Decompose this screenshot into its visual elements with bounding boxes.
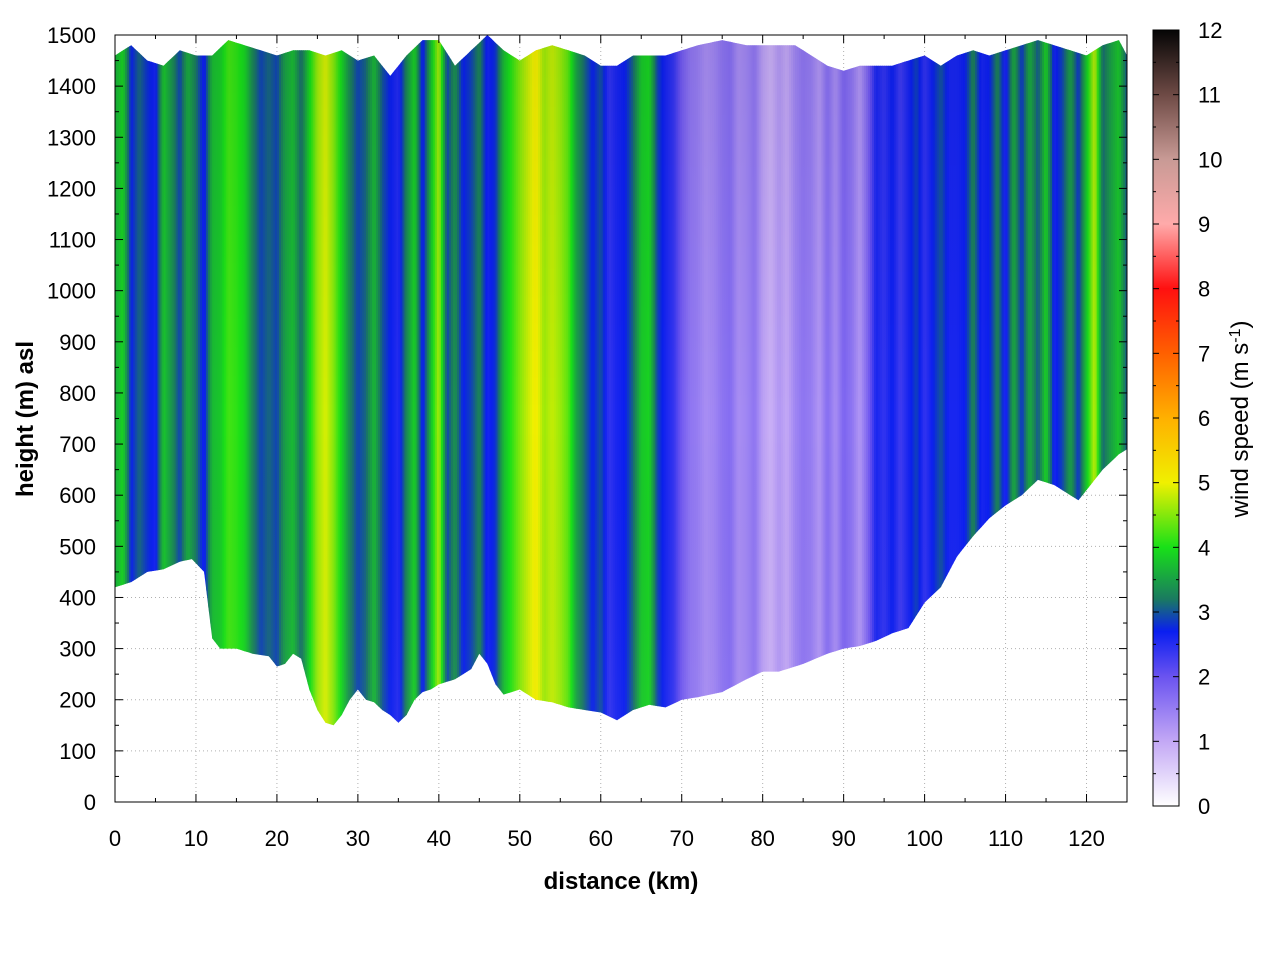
colorbar-label-main: wind speed (m s: [1227, 343, 1254, 519]
x-tick-label: 100: [906, 826, 943, 851]
colorbar-tick-label: 2: [1198, 665, 1210, 690]
colorbar-tick-label: 5: [1198, 471, 1210, 496]
colorbar-tick-label: 12: [1198, 18, 1222, 43]
x-tick-label: 70: [669, 826, 693, 851]
y-tick-label: 100: [59, 739, 96, 764]
wind-field-shading: [115, 35, 1127, 726]
y-tick-label: 0: [84, 790, 96, 815]
colorbar-tick-label: 4: [1198, 535, 1210, 560]
y-tick-label: 300: [59, 637, 96, 662]
y-tick-label: 1500: [47, 23, 96, 48]
colorbar-tick-label: 11: [1198, 83, 1221, 108]
y-tick-label: 600: [59, 483, 96, 508]
colorbar-tick-label: 3: [1198, 600, 1210, 625]
y-tick-label: 1200: [47, 176, 96, 201]
y-tick-label: 200: [59, 688, 96, 713]
y-axis: 0 100 200 300 400 500 600 700 800 900 1000 1100 1200…: [47, 23, 1127, 815]
x-tick-label: 50: [508, 826, 532, 851]
y-tick-label: 1000: [47, 279, 96, 304]
x-tick-label: 0: [109, 826, 121, 851]
x-axis: 0 10 20 30 40 50 60 70 80 90 100 110 120: [109, 35, 1105, 851]
y-tick-label: 1300: [47, 125, 96, 150]
y-tick-label: 900: [59, 330, 96, 355]
colorbar-tick-label: 7: [1198, 341, 1210, 366]
y-axis-label: height (m) asl: [12, 341, 39, 497]
colorbar-tick-label: 10: [1198, 147, 1222, 172]
colorbar-tick-label: 8: [1198, 277, 1210, 302]
colorbar-tick-label: 6: [1198, 406, 1210, 431]
x-tick-label: 10: [184, 826, 208, 851]
y-tick-label: 1100: [49, 228, 96, 253]
colorbar-tick-label: 1: [1198, 729, 1210, 754]
y-tick-label: 800: [59, 381, 96, 406]
colorbar-tick-label: 0: [1198, 794, 1210, 819]
colorbar-label-superscript: -1: [1227, 328, 1244, 342]
x-tick-label: 90: [831, 826, 855, 851]
x-tick-label: 120: [1068, 826, 1105, 851]
colorbar-label: wind speed (m s-1): [1227, 321, 1255, 519]
y-tick-label: 1400: [47, 74, 96, 99]
colorbar-tick-label: 9: [1198, 212, 1210, 237]
x-tick-label: 20: [265, 826, 289, 851]
y-tick-label: 400: [59, 585, 96, 610]
colorbar-label-close: ): [1227, 321, 1254, 329]
wind-field: [115, 35, 1127, 726]
x-tick-label: 80: [750, 826, 774, 851]
y-tick-label: 700: [59, 432, 96, 457]
y-tick-label: 500: [59, 534, 96, 559]
x-tick-label: 110: [988, 826, 1023, 851]
x-tick-label: 40: [427, 826, 451, 851]
x-tick-label: 30: [346, 826, 370, 851]
x-axis-label: distance (km): [544, 868, 699, 895]
x-tick-label: 60: [589, 826, 613, 851]
